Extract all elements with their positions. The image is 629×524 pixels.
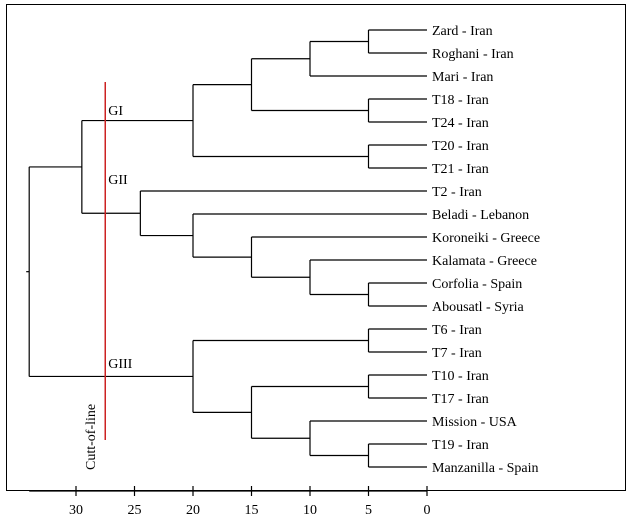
leaf-label: Roghani - Iran [432,47,514,62]
dendrogram-tree [26,29,427,468]
group-label-giii: GIII [108,357,132,372]
x-axis: 30 25 20 15 10 5 0 [29,486,431,518]
leaf-labels: Zard - Iran Roghani - Iran Mari - Iran T18 … [432,24,540,476]
leaf-label: T17 - Iran [432,392,489,407]
axis-tick-label: 0 [424,503,431,518]
leaf-label: T6 - Iran [432,323,482,338]
axis-tick-label: 25 [128,503,142,518]
leaf-label: Manzanilla - Spain [432,461,539,476]
cutoff-label: Cutt-of-line [84,404,99,470]
leaf-label: T19 - Iran [432,438,489,453]
leaf-label: T21 - Iran [432,162,489,177]
leaf-label: T24 - Iran [432,116,489,131]
leaf-label: T7 - Iran [432,346,482,361]
group-labels: GI GII GIII [108,104,132,372]
cutoff-line-group: Cutt-of-line [84,82,106,470]
leaf-label: Mission - USA [432,415,518,430]
leaf-label: Beladi - Lebanon [432,208,529,223]
group-label-gii: GII [108,173,128,188]
leaf-label: Abousatl - Syria [432,300,525,315]
leaf-label: Koroneiki - Greece [432,231,540,246]
axis-tick-label: 30 [69,503,83,518]
leaf-label: T20 - Iran [432,139,489,154]
group-label-gi: GI [108,104,123,119]
axis-tick-label: 20 [186,503,200,518]
axis-tick-label: 5 [365,503,372,518]
leaf-label: Zard - Iran [432,24,493,39]
leaf-label: T2 - Iran [432,185,482,200]
leaf-label: T10 - Iran [432,369,489,384]
leaf-label: T18 - Iran [432,93,489,108]
axis-tick-label: 10 [303,503,317,518]
axis-tick-label: 15 [245,503,259,518]
leaf-label: Mari - Iran [432,70,493,85]
leaf-label: Kalamata - Greece [432,254,537,269]
figure-frame [6,4,626,491]
leaf-label: Corfolia - Spain [432,277,522,292]
